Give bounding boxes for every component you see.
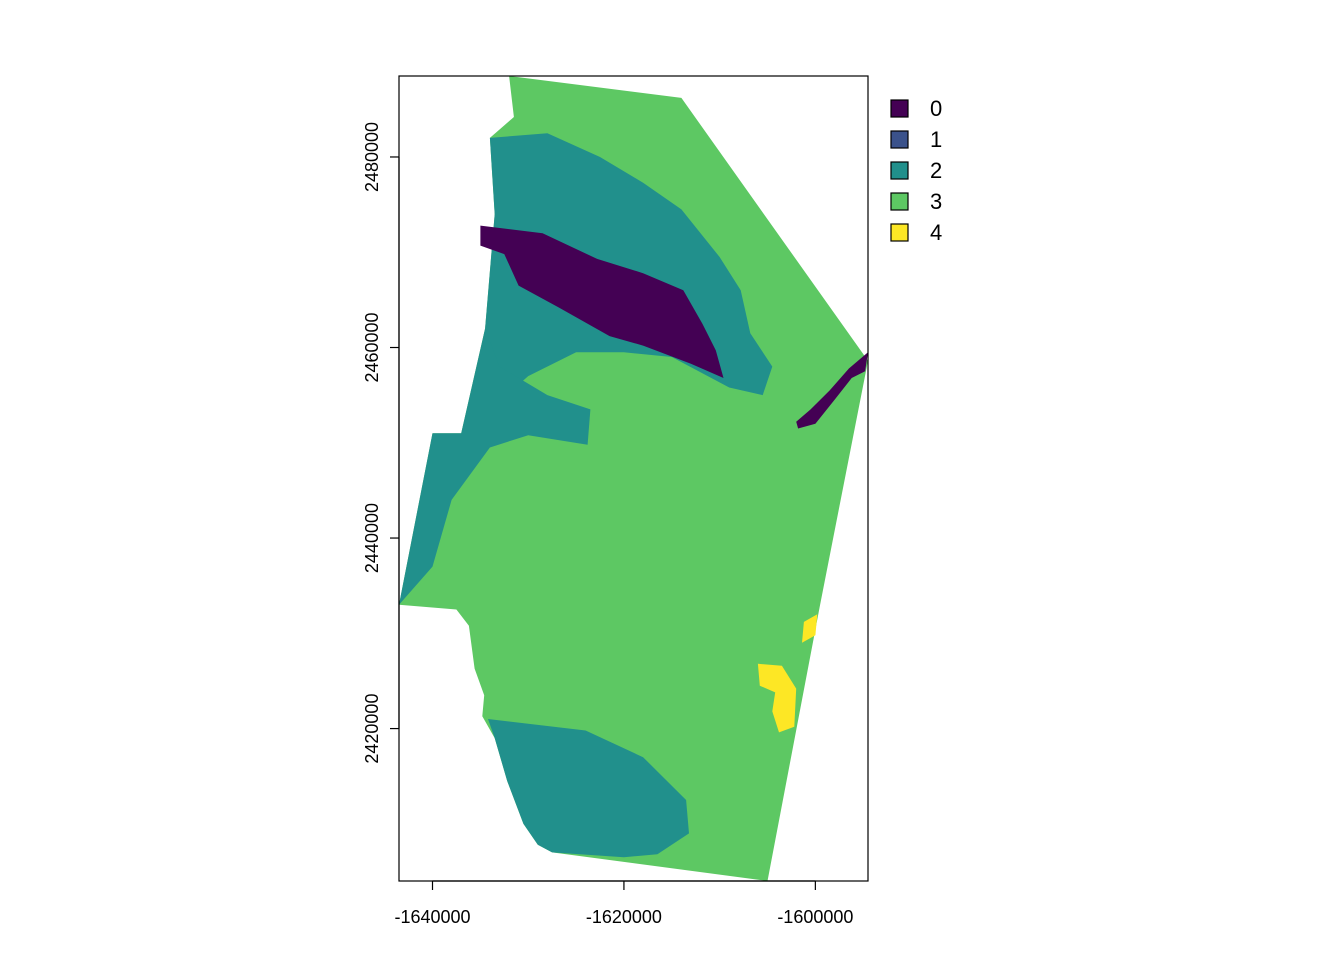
x-tick-label: -1620000 [586, 907, 662, 927]
legend-label-4: 4 [930, 220, 942, 245]
raster-region-class-0-4 [480, 225, 724, 378]
x-tick-label: -1600000 [777, 907, 853, 927]
y-tick-label: 2480000 [362, 122, 382, 192]
y-tick-label: 2420000 [362, 694, 382, 764]
legend-swatch-3 [890, 192, 909, 211]
raster-region-class-4-7 [802, 614, 818, 643]
legend-swatch-2 [890, 161, 909, 180]
legend-swatch-4 [890, 223, 909, 242]
raster-region-class-2-3 [488, 719, 689, 858]
y-axis: 2420000 2440000 2460000 2480000 [362, 122, 400, 764]
raster-layer [399, 76, 868, 881]
y-tick-label: 2440000 [362, 503, 382, 573]
legend-label-3: 3 [930, 189, 942, 214]
y-tick-label: 2460000 [362, 312, 382, 382]
x-axis: -1640000 -1620000 -1600000 [394, 880, 853, 927]
x-tick-label: -1640000 [394, 907, 470, 927]
legend-swatch-1 [890, 130, 909, 149]
raster-region-class-2-2 [399, 328, 591, 605]
raster-region-class-4-6 [757, 663, 797, 733]
raster-region-class-0-5 [796, 352, 868, 429]
legend-label-0: 0 [930, 96, 942, 121]
legend-swatch-0 [890, 99, 909, 118]
legend-label-1: 1 [930, 127, 942, 152]
legend: 0 1 2 3 4 [890, 96, 942, 245]
legend-label-2: 2 [930, 158, 942, 183]
